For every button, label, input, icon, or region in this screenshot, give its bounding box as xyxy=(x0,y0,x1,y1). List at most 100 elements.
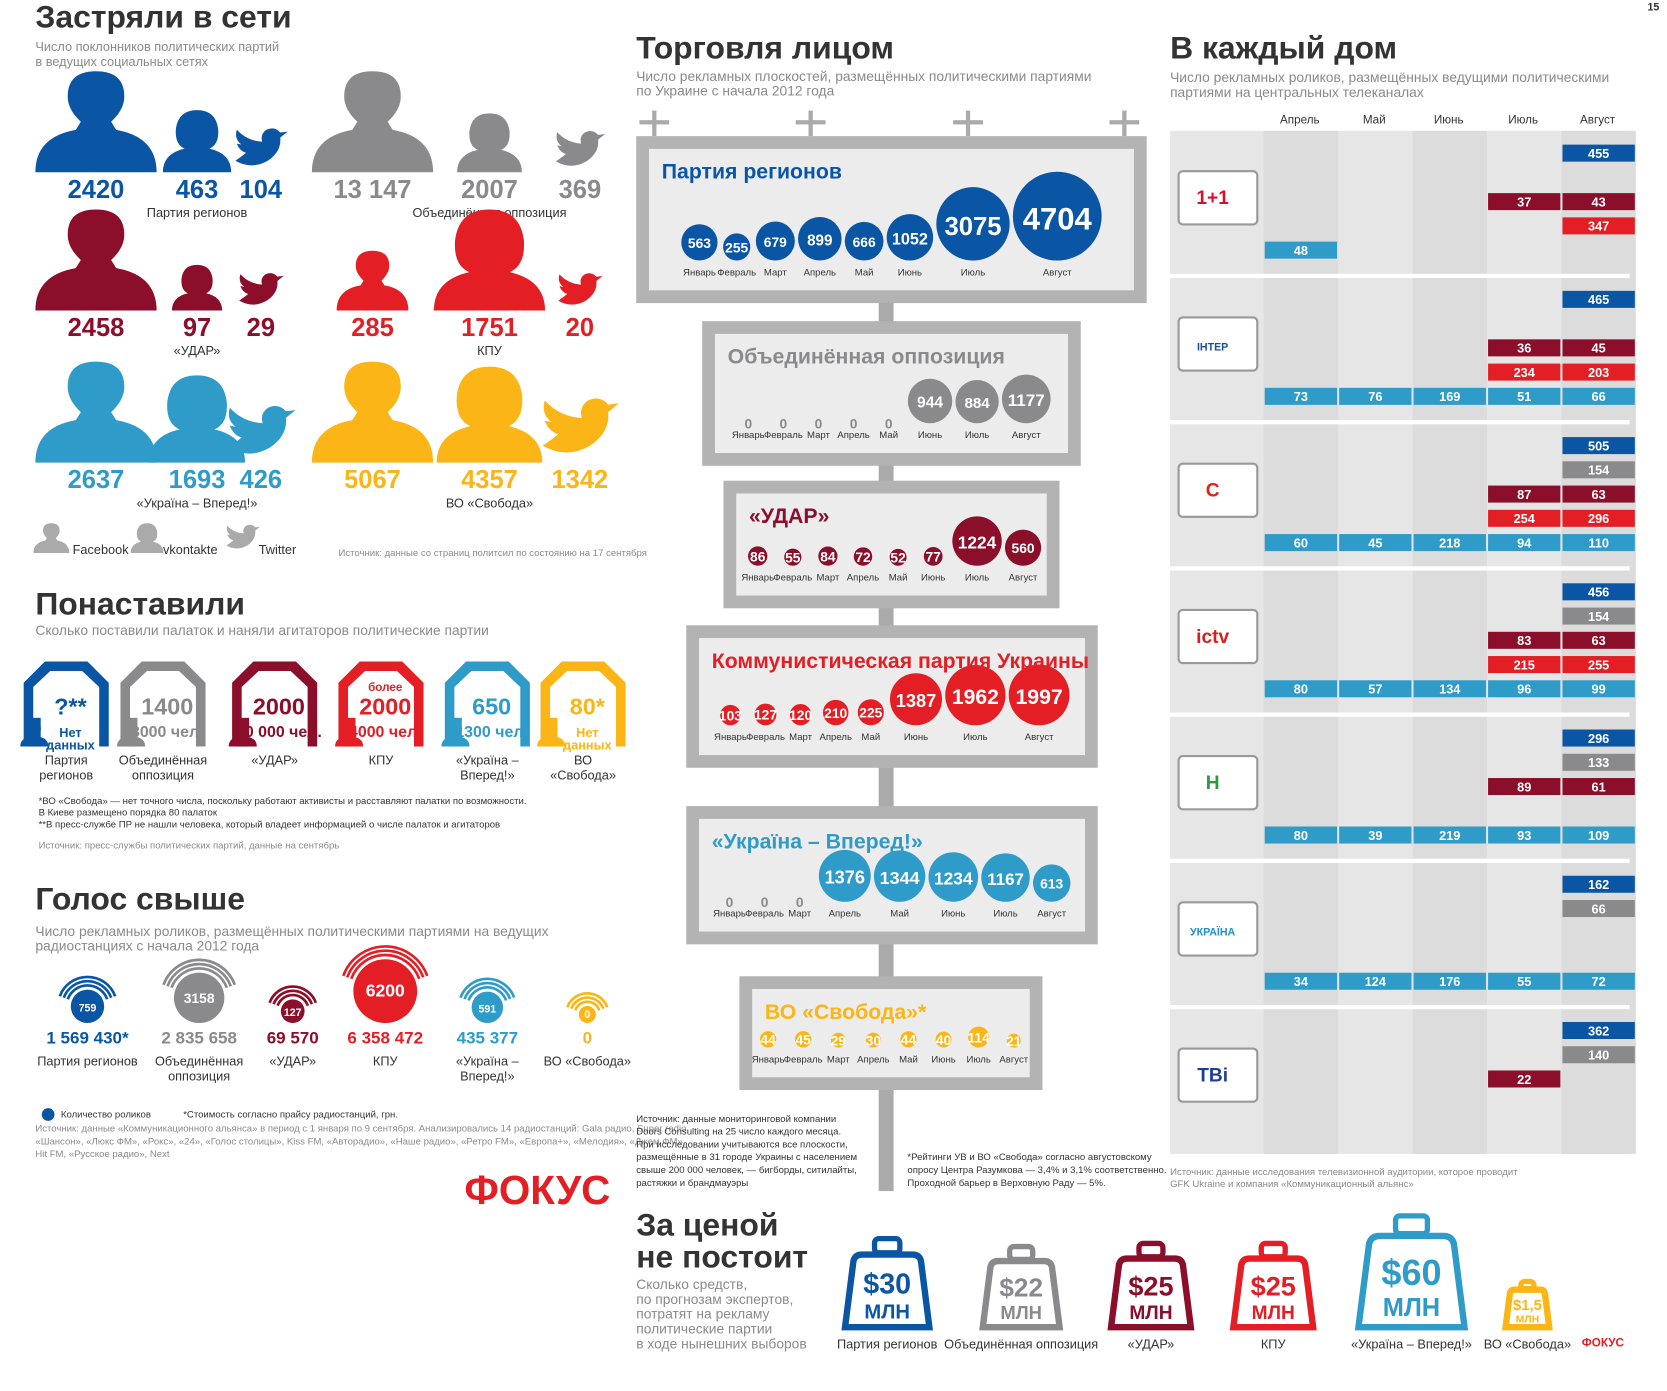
weight xyxy=(841,1251,933,1331)
cost-label: 6 358 472 xyxy=(347,1028,423,1047)
value-label: 944 xyxy=(917,395,943,412)
month-label: Июнь xyxy=(918,430,942,441)
month-label: Апрель xyxy=(804,267,836,278)
person-body xyxy=(544,717,558,747)
value-label: 51 xyxy=(1517,389,1531,404)
value-label: 210 xyxy=(824,705,847,721)
value-label: 87 xyxy=(1517,487,1531,502)
radio-circle xyxy=(70,989,105,1024)
cell xyxy=(1562,339,1635,357)
cost-label: 0 xyxy=(583,1028,592,1047)
cell xyxy=(1562,729,1635,747)
bubble xyxy=(865,1032,881,1048)
value-label: 456 xyxy=(1588,585,1609,600)
party-name: КПУ xyxy=(369,753,395,768)
party-name: ВО «Свобода» xyxy=(446,495,533,510)
party-name: КПУ xyxy=(1261,1336,1287,1351)
bubble xyxy=(873,850,926,902)
bubble xyxy=(789,703,812,726)
month-label: Апрель xyxy=(857,1054,889,1065)
party-name: «УДАР» xyxy=(1128,1336,1175,1351)
month-label: Март xyxy=(788,909,811,920)
weight xyxy=(1229,1255,1317,1331)
value-label: 94 xyxy=(1517,535,1532,550)
month-label: Март xyxy=(789,732,812,743)
section-title: Торговля лицом xyxy=(636,29,894,65)
value-label: 0 xyxy=(885,416,893,432)
cell xyxy=(1562,680,1635,698)
icon xyxy=(336,250,409,311)
bubble xyxy=(830,1032,846,1048)
label: **В пресс-службе ПР не нашли человека, к… xyxy=(39,819,501,830)
bubble xyxy=(952,516,1002,566)
count-label: 591 xyxy=(478,1004,496,1016)
cell xyxy=(1562,217,1635,235)
bubble xyxy=(723,233,751,261)
month-label: Июнь xyxy=(1434,113,1464,126)
month-label: Март xyxy=(827,1054,850,1065)
party-name: Вперед!» xyxy=(460,768,514,783)
radio-wave xyxy=(459,977,516,999)
board-title: «УДАР» xyxy=(749,504,829,528)
month-label: Июнь xyxy=(931,1054,955,1065)
cell xyxy=(1488,680,1561,698)
weight-handle xyxy=(1136,1240,1166,1260)
cell xyxy=(1413,534,1486,552)
value-label: 1344 xyxy=(880,868,920,888)
cell xyxy=(1562,387,1635,405)
value-label: 1234 xyxy=(934,868,973,888)
tv-box xyxy=(1177,462,1259,518)
cell xyxy=(1413,680,1486,698)
month-label: Май xyxy=(1363,113,1386,126)
month-label: Май xyxy=(889,573,908,584)
label: по Украине с начала 2012 года xyxy=(636,83,834,99)
bubble xyxy=(968,1026,990,1048)
legend-label: Twitter xyxy=(259,542,297,557)
month-label: Апрель xyxy=(837,430,869,441)
label: *Рейтинги УВ и ВО «Свобода» согласно авг… xyxy=(907,1152,1151,1163)
person-body xyxy=(236,717,250,747)
value-label: $60 xyxy=(1381,1252,1441,1293)
label: Источник: пресс-службы политических парт… xyxy=(39,841,340,852)
cell xyxy=(1562,607,1635,625)
value-label: $25 xyxy=(1251,1270,1296,1301)
section-title: Голос свыше xyxy=(35,880,245,916)
month-label: Август xyxy=(1012,430,1041,441)
icon xyxy=(457,113,522,173)
month-label: Июль xyxy=(963,732,987,743)
icon xyxy=(35,361,157,463)
cell xyxy=(1562,363,1635,381)
radio-wave xyxy=(272,989,314,1005)
legend-label: vkontakte xyxy=(163,542,218,557)
count-label: 759 xyxy=(79,1003,97,1015)
value-label: 255 xyxy=(725,239,748,255)
value-label: 1693 xyxy=(169,466,226,494)
weight xyxy=(979,1257,1064,1331)
radio-wave xyxy=(346,949,425,978)
value-label: 22 xyxy=(1517,1072,1531,1087)
bubble xyxy=(936,187,1010,261)
value-label: 154 xyxy=(1588,463,1610,478)
cell xyxy=(1413,826,1486,844)
label: Источник: данные мониторинговой компании xyxy=(636,1114,836,1125)
label: Doors Consulting на 25 число каждого мес… xyxy=(636,1127,841,1138)
board-title: Партия регионов xyxy=(662,160,842,184)
radio-wave xyxy=(162,958,237,986)
channel-logo: ictv xyxy=(1196,627,1229,648)
value-label: 1177 xyxy=(1008,391,1045,410)
month-label: Апрель xyxy=(819,732,851,743)
label: размещённые в 31 городе Украины с населе… xyxy=(636,1152,857,1163)
icon xyxy=(162,110,232,173)
value-label: 1997 xyxy=(1015,685,1062,709)
bubble xyxy=(981,853,1030,902)
month-label: Январь xyxy=(714,732,747,743)
bubble xyxy=(923,546,943,566)
value-label: 563 xyxy=(688,235,711,251)
label: *Стоимость согласно прайсу радиостанций,… xyxy=(183,1110,398,1121)
month-label: Август xyxy=(1580,113,1616,126)
bubble xyxy=(955,379,999,424)
value-label: 120 xyxy=(789,707,812,723)
bubble xyxy=(1006,1033,1021,1048)
tv-box xyxy=(1177,316,1259,372)
month-label: Август xyxy=(1037,909,1066,920)
